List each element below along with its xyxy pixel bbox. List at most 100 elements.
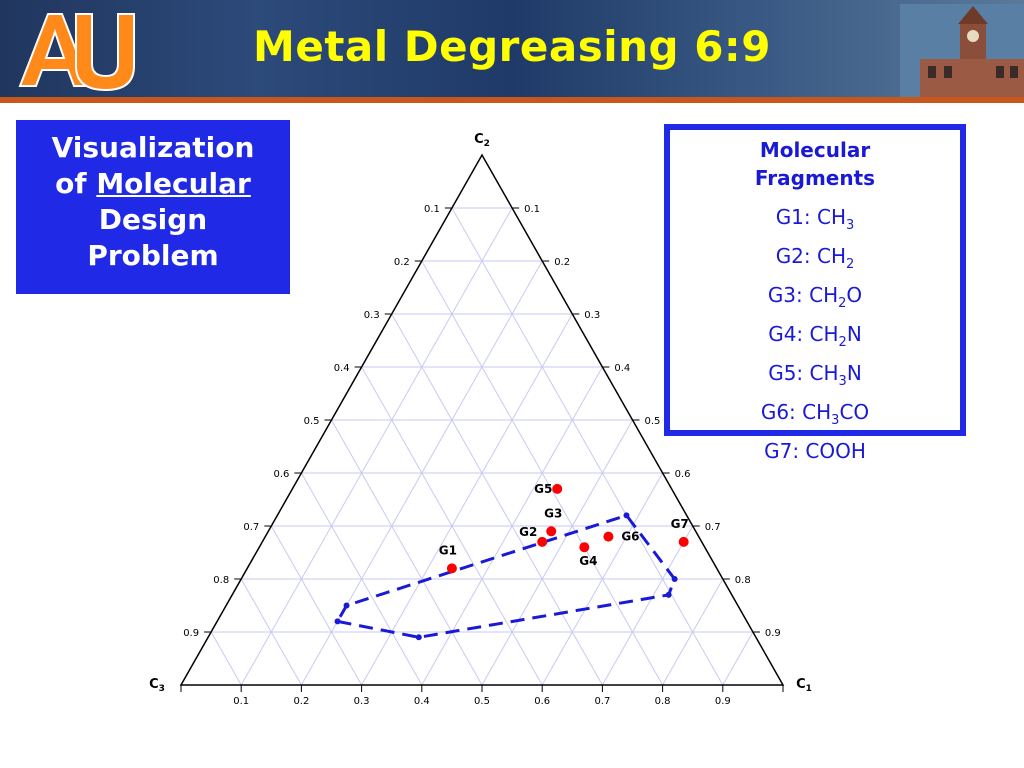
fragment-label: G7: COOH	[764, 439, 866, 463]
bottom-tick-label: 0.7	[594, 696, 610, 707]
left-tick-label: 0.9	[183, 628, 199, 639]
point-g6	[603, 531, 614, 542]
region-vertex	[665, 591, 672, 598]
region-vertex	[415, 634, 422, 641]
right-tick-label: 0.5	[645, 416, 661, 427]
grid-line-c3	[240, 578, 302, 686]
region-vertex	[334, 618, 341, 625]
right-tick-label: 0.8	[735, 575, 751, 586]
caption-line-2-prefix: of	[55, 167, 97, 200]
fragment-suffix: N	[846, 322, 862, 346]
region-vertex	[623, 512, 630, 519]
grid-line-c1	[361, 313, 573, 686]
bottom-tick-label: 0.6	[534, 696, 550, 707]
left-tick-label: 0.5	[304, 416, 320, 427]
caption-line-1: Visualization	[51, 131, 255, 164]
fragment-item: G2: CH2	[670, 241, 960, 280]
bottom-tick-label: 0.4	[414, 696, 430, 707]
region-vertex	[671, 576, 678, 582]
university-logo	[18, 13, 135, 92]
bottom-tick-label: 0.9	[715, 696, 731, 707]
fragments-heading-line-2: Fragments	[754, 166, 876, 190]
vertex-label-c1: C1	[796, 677, 812, 694]
caption-underlined-word: Molecular	[96, 167, 251, 200]
slide-title: Metal Degreasing 6:9	[253, 22, 771, 71]
point-label: G4	[579, 554, 597, 568]
right-tick-label: 0.4	[614, 363, 630, 374]
point-label: G5	[534, 482, 552, 496]
clock-tower-image	[900, 4, 1024, 97]
point-g3	[546, 526, 557, 537]
point-g1	[446, 563, 457, 574]
right-tick-label: 0.9	[765, 628, 781, 639]
fragment-subscript: 3	[846, 218, 855, 233]
fragment-item: G4: CH2N	[670, 319, 960, 358]
bottom-tick-label: 0.2	[293, 696, 309, 707]
fragment-label: G6: CH	[760, 400, 832, 424]
left-tick-label: 0.3	[364, 310, 380, 321]
bottom-tick-label: 0.8	[655, 696, 671, 707]
left-tick-label: 0.6	[273, 469, 289, 480]
fragment-item: G6: CH3CO	[670, 397, 960, 436]
left-tick-label: 0.7	[243, 522, 259, 533]
right-tick-label: 0.6	[675, 469, 691, 480]
fragments-heading: Molecular Fragments	[670, 136, 960, 192]
fragment-item: G3: CH2O	[670, 280, 960, 319]
fragment-item: G7: COOH	[670, 436, 960, 466]
fragment-suffix: N	[846, 361, 862, 385]
fragment-label: G3: CH	[767, 283, 839, 307]
fragment-label: G2: CH	[775, 244, 847, 268]
grid-line-c3	[451, 207, 724, 686]
grid-line-c1	[481, 419, 633, 686]
fragment-suffix: O	[846, 283, 863, 307]
visualization-caption-box: Visualization of Molecular Design Proble…	[16, 120, 290, 294]
caption-line-3: Design	[98, 203, 208, 236]
point-label: G3	[544, 506, 562, 520]
fragment-subscript: 3	[831, 413, 840, 428]
grid-line-c3	[331, 419, 483, 686]
vertex-label-c3: C3	[149, 677, 165, 694]
bottom-tick-label: 0.1	[233, 696, 249, 707]
fragment-subscript: 2	[846, 257, 855, 272]
point-g5	[552, 483, 563, 494]
left-tick-label: 0.1	[424, 204, 440, 215]
fragments-list: G1: CH3 G2: CH2 G3: CH2O G4: CH2N G5: CH3N G6…	[670, 202, 960, 466]
right-tick-label: 0.7	[705, 522, 721, 533]
right-tick-label: 0.3	[584, 310, 600, 321]
bottom-tick-label: 0.3	[354, 696, 370, 707]
fragment-label: G1: CH	[775, 205, 847, 229]
fragment-subscript: 2	[838, 296, 847, 311]
point-label: G2	[519, 525, 537, 539]
vertex-label-c2: C2	[474, 132, 490, 149]
fragment-subscript: 2	[838, 335, 847, 350]
grid-line-c3	[270, 525, 363, 686]
grid-line-c1	[722, 631, 754, 686]
fragment-item: G1: CH3	[670, 202, 960, 241]
grid-line-c1	[240, 207, 513, 686]
fragments-heading-line-1: Molecular	[759, 138, 871, 162]
left-tick-label: 0.8	[213, 575, 229, 586]
grid-line-c1	[601, 525, 694, 686]
point-g4	[579, 542, 590, 553]
caption-line-2: of Molecular	[16, 166, 290, 202]
point-g2	[537, 536, 548, 547]
fragment-label: G5: CH	[768, 361, 839, 385]
grid-line-c3	[300, 472, 423, 686]
grid-line-c1	[662, 578, 724, 686]
grid-line-c3	[210, 631, 242, 686]
right-tick-label: 0.1	[524, 204, 540, 215]
left-tick-label: 0.4	[334, 363, 350, 374]
point-g7	[678, 536, 689, 547]
header-banner	[0, 0, 1024, 103]
grid-line-c1	[541, 472, 664, 686]
point-label: G7	[671, 517, 689, 531]
right-tick-label: 0.2	[554, 257, 570, 268]
molecular-fragments-box: Molecular Fragments G1: CH3 G2: CH2 G3: CH…	[664, 124, 966, 463]
bottom-tick-label: 0.5	[474, 696, 490, 707]
grid-line-c3	[391, 313, 603, 686]
fragment-subscript: 3	[838, 374, 847, 389]
point-label: G6	[621, 530, 639, 544]
header-accent-band	[0, 97, 1024, 103]
fragment-item: G5: CH3N	[670, 358, 960, 397]
